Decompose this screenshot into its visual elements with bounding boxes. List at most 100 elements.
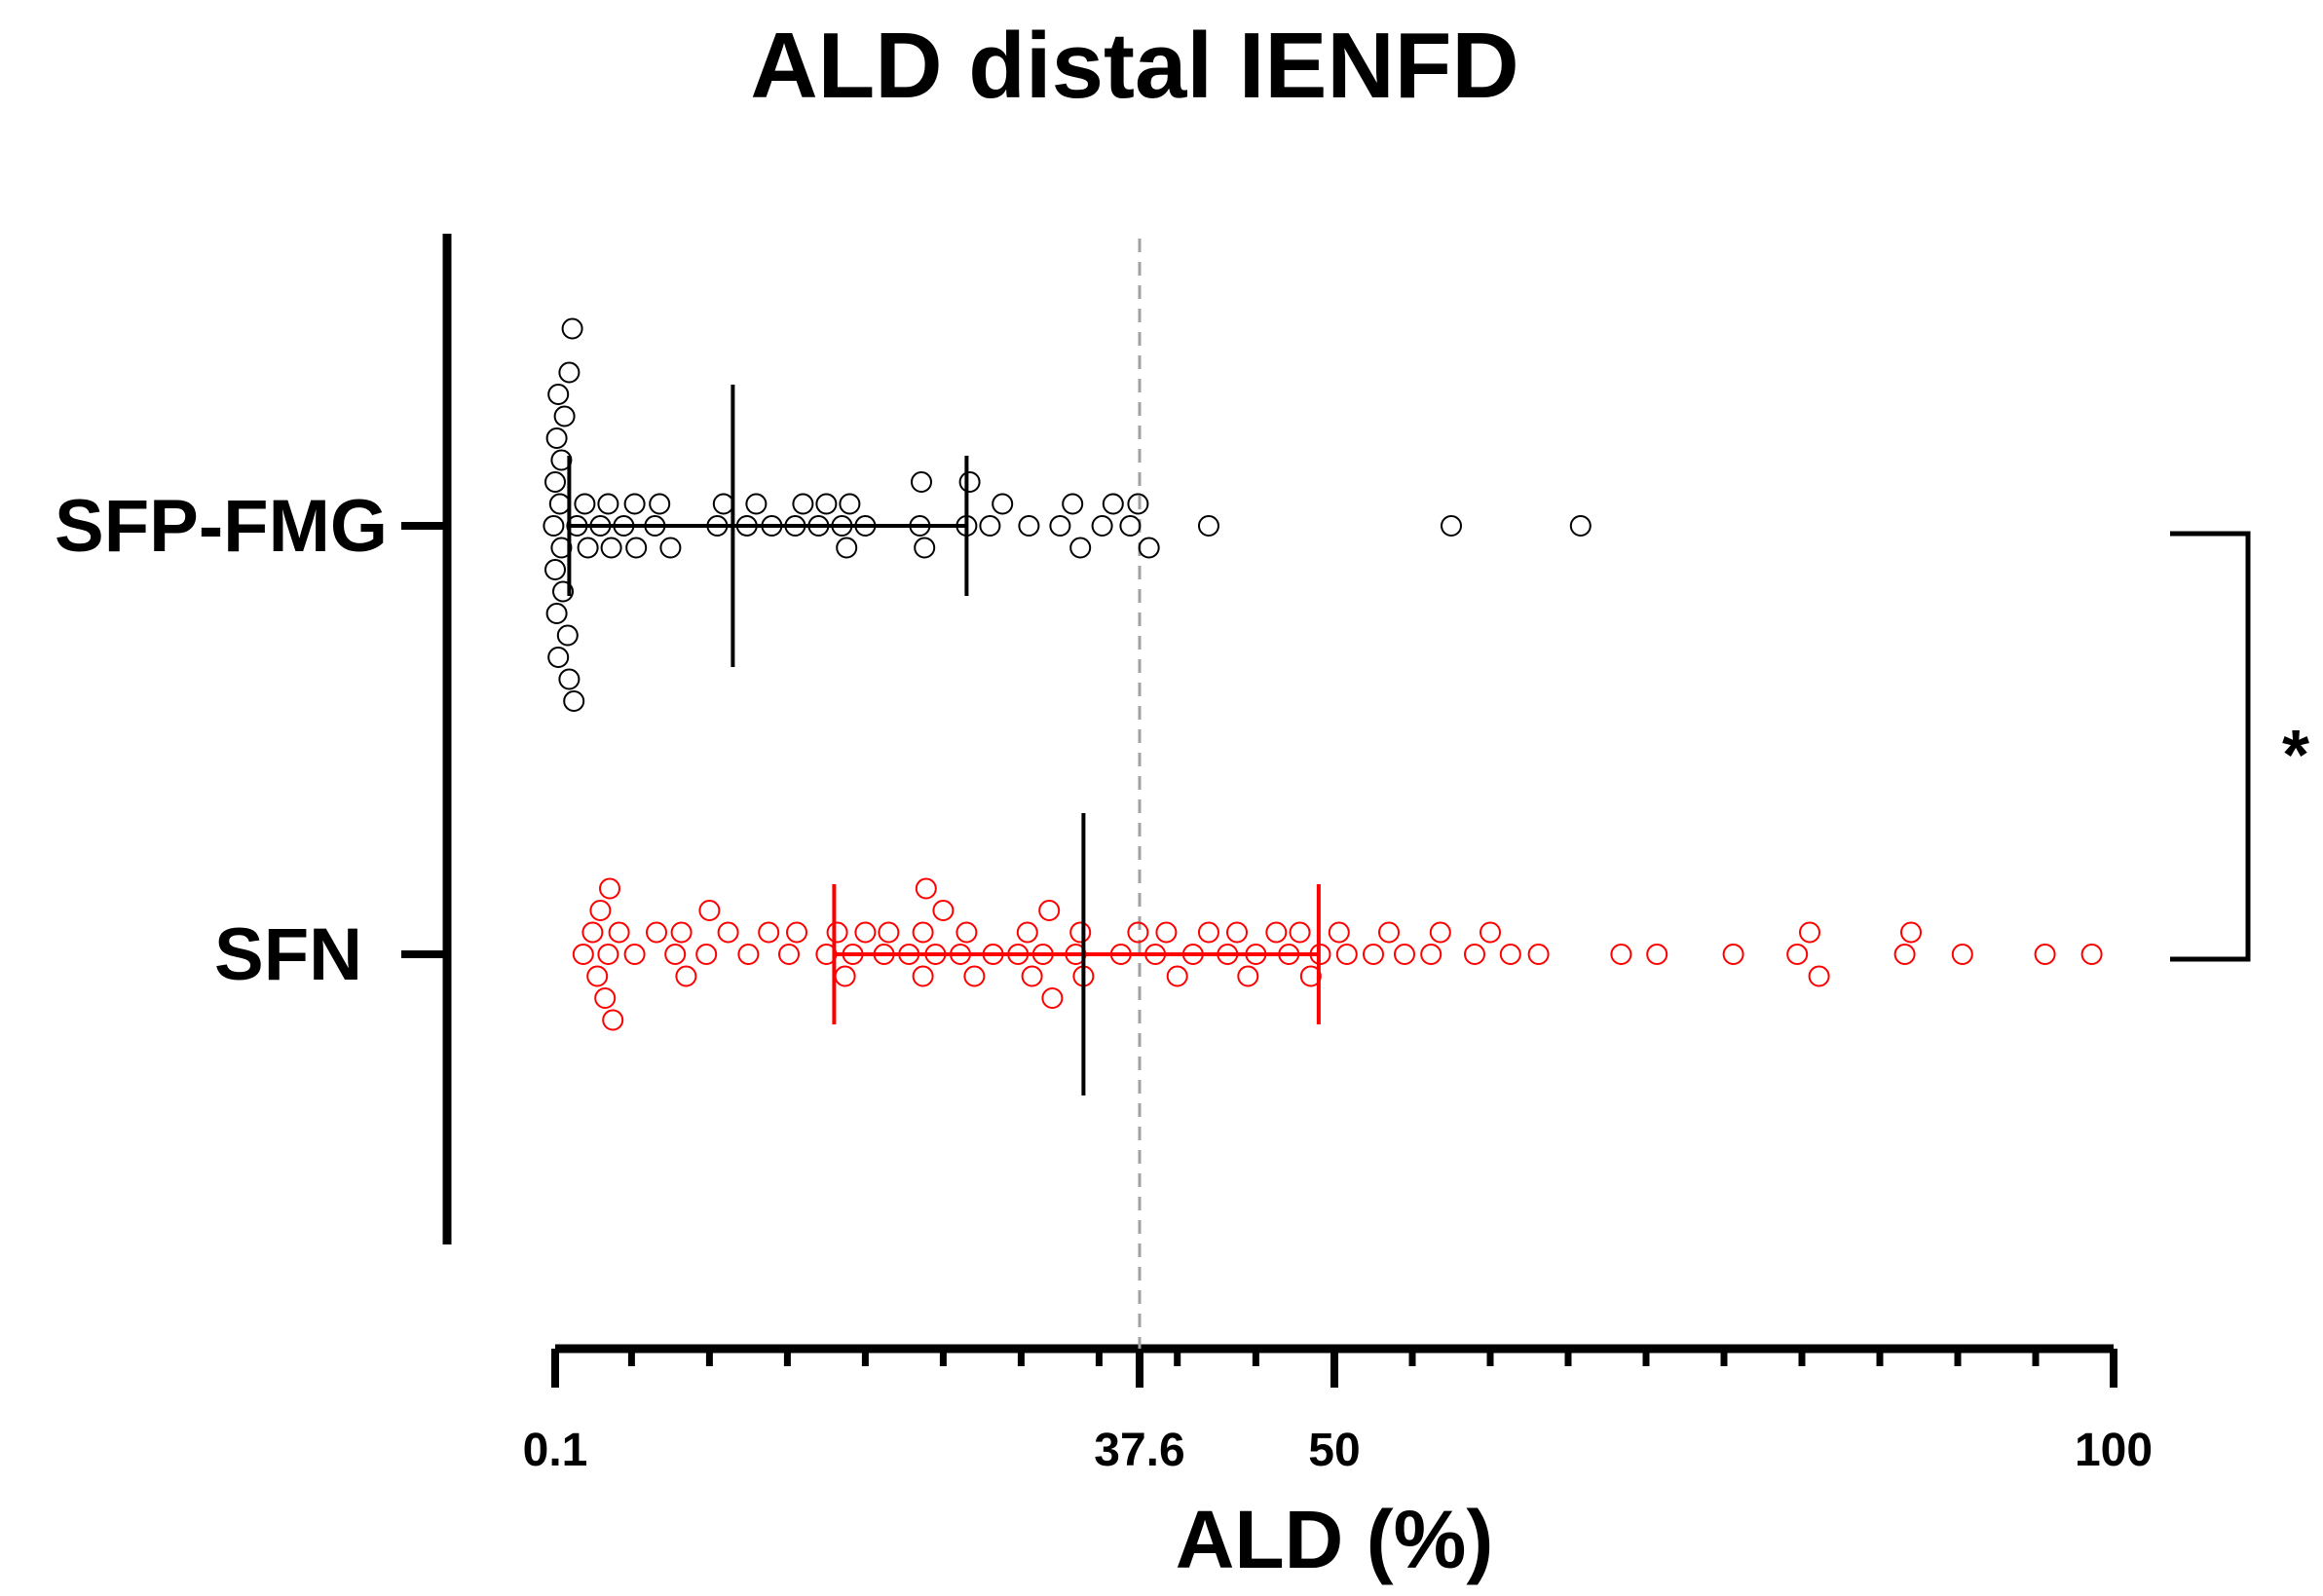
point-sfn: [1394, 944, 1415, 965]
point-sfp-fmg: [979, 515, 1001, 537]
point-sfp-fmg: [745, 493, 768, 515]
point-sfp-fmg: [839, 493, 861, 515]
point-sfn: [912, 965, 934, 987]
point-sfn: [1265, 921, 1288, 944]
tick-label-37.6: 37.6: [1094, 1425, 1184, 1476]
point-sfn: [878, 921, 900, 944]
point-sfn: [786, 921, 807, 944]
point-sfn: [963, 965, 986, 987]
tick-label-0.1: 0.1: [523, 1425, 588, 1476]
point-sfn: [1799, 921, 1820, 944]
point-sfn: [608, 921, 630, 944]
point-sfp-fmg: [577, 537, 599, 559]
point-sfn: [597, 944, 619, 965]
point-sfn: [695, 944, 718, 965]
chart-title: ALD distal IENFD: [750, 14, 1518, 118]
point-sfn: [589, 900, 612, 921]
point-sfp-fmg: [625, 537, 648, 559]
point-sfn: [1197, 921, 1219, 944]
point-sfn: [1420, 944, 1443, 965]
point-sfn: [670, 921, 693, 944]
point-sfp-fmg: [958, 471, 981, 493]
point-sfp-fmg: [1069, 537, 1092, 559]
point-sfn: [1610, 944, 1632, 965]
point-sfn: [1786, 944, 1809, 965]
point-sfn: [581, 921, 604, 944]
point-sfp-fmg: [548, 493, 571, 515]
point-sfn: [1021, 965, 1043, 987]
point-sfp-fmg: [1138, 537, 1160, 559]
point-sfn: [599, 877, 620, 900]
point-sfp-fmg: [992, 493, 1014, 515]
point-sfp-fmg: [545, 427, 568, 449]
point-sfp-fmg: [544, 559, 566, 580]
point-sfn: [698, 900, 721, 921]
point-sfn: [1480, 921, 1501, 944]
point-sfp-fmg: [558, 361, 581, 384]
point-sfp-fmg: [1119, 515, 1142, 537]
point-sfp-fmg: [561, 317, 583, 340]
point-sfp-fmg: [911, 471, 932, 493]
point-sfn: [1237, 965, 1259, 987]
point-sfn: [1016, 921, 1038, 944]
point-sfn: [1166, 965, 1188, 987]
point-sfn: [2034, 944, 2056, 965]
tick-label-100: 100: [2075, 1425, 2153, 1476]
x-axis-label: ALD (%): [1176, 1494, 1494, 1585]
point-sfn: [1038, 900, 1061, 921]
point-sfp-fmg: [1062, 493, 1084, 515]
point-sfn: [646, 921, 667, 944]
point-sfn: [1499, 944, 1521, 965]
point-sfn: [854, 921, 877, 944]
point-sfp-fmg: [552, 580, 574, 603]
point-sfn: [1226, 921, 1248, 944]
point-sfp-fmg: [1569, 515, 1592, 537]
point-sfp-fmg: [792, 493, 814, 515]
point-sfn: [834, 965, 856, 987]
point-sfp-fmg: [1197, 515, 1219, 537]
point-sfn: [1527, 944, 1550, 965]
point-sfn: [1378, 921, 1400, 944]
point-sfn: [1289, 921, 1311, 944]
point-sfn: [1893, 944, 1916, 965]
point-sfn: [1328, 921, 1350, 944]
summary-bars: [567, 385, 1321, 1095]
point-sfp-fmg: [649, 493, 671, 515]
point-sfp-fmg: [574, 493, 596, 515]
point-sfn: [1429, 921, 1451, 944]
point-sfp-fmg: [623, 493, 646, 515]
point-sfp-fmg: [659, 537, 682, 559]
point-sfn: [1127, 921, 1149, 944]
category-label-sfp-fmg: SFP-FMG: [55, 485, 388, 568]
point-sfp-fmg: [553, 405, 576, 427]
point-sfp-fmg: [1441, 515, 1462, 537]
point-sfp-fmg: [1091, 515, 1113, 537]
point-sfn: [1464, 944, 1485, 965]
point-sfp-fmg: [712, 493, 734, 515]
point-sfp-fmg: [563, 690, 585, 712]
point-sfp-fmg: [1102, 493, 1124, 515]
point-sfn: [955, 921, 978, 944]
point-sfp-fmg: [547, 384, 570, 405]
point-sfn: [602, 1009, 624, 1031]
point-sfn: [826, 921, 848, 944]
point-sfn: [1722, 944, 1744, 965]
point-sfn: [932, 900, 955, 921]
point-sfp-fmg: [914, 537, 936, 559]
point-sfn: [675, 965, 697, 987]
point-sfn: [717, 921, 739, 944]
point-sfp-fmg: [547, 647, 570, 668]
point-sfp-fmg: [556, 624, 579, 647]
point-sfn: [1335, 944, 1358, 965]
point-sfn: [737, 944, 760, 965]
significance-bracket: [2170, 531, 2251, 962]
significance-star: *: [2282, 717, 2309, 795]
point-sfn: [1900, 921, 1922, 944]
point-sfp-fmg: [836, 537, 858, 559]
point-sfp-fmg: [815, 493, 838, 515]
point-sfp-fmg: [544, 471, 566, 493]
point-sfn: [1041, 987, 1064, 1009]
minor-ticks: [551, 1349, 2117, 1388]
category-label-sfn: SFN: [214, 913, 362, 996]
